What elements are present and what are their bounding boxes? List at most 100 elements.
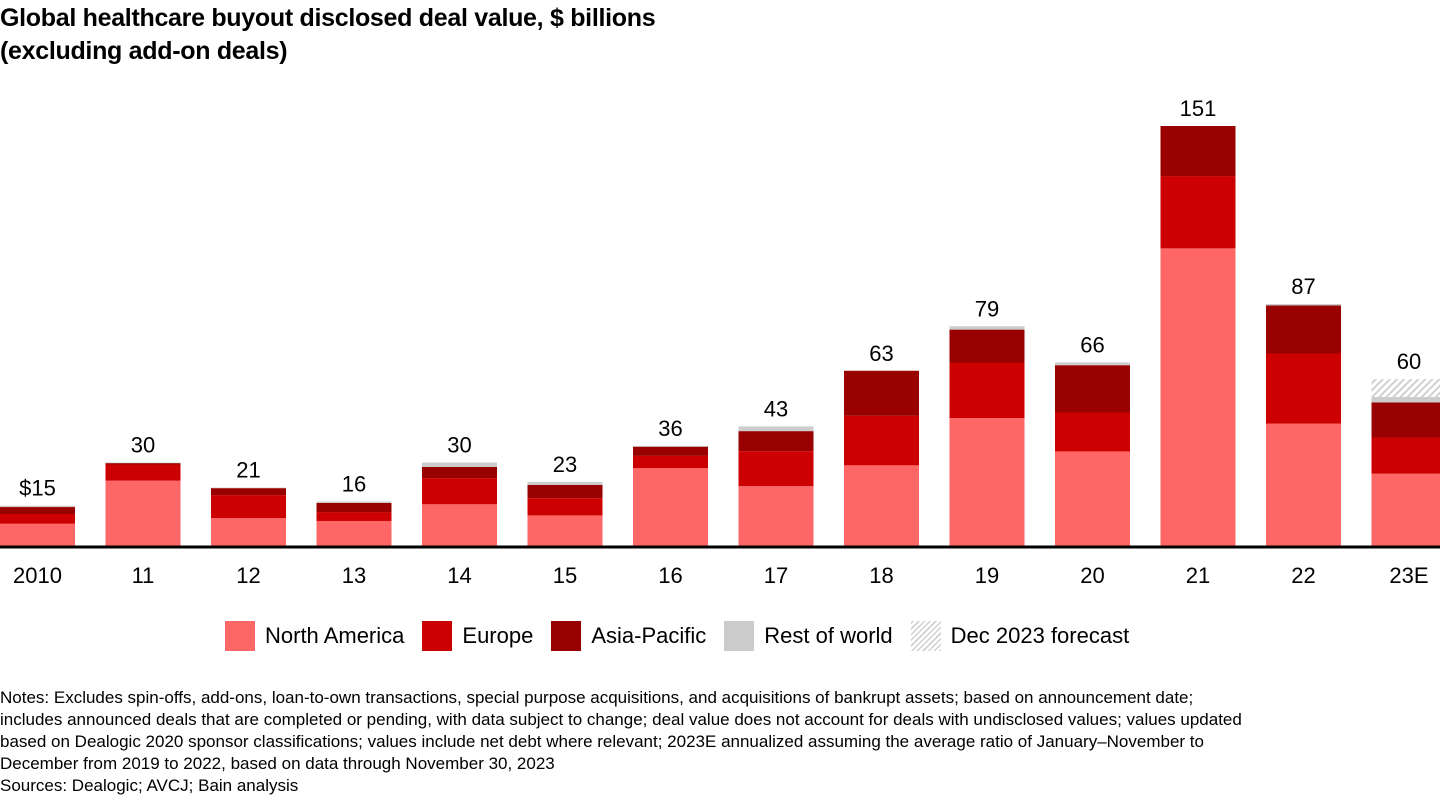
bar-segment-europe-11 — [105, 464, 181, 481]
x-tick-label-18: 18 — [869, 563, 893, 588]
bar-segment-europe-12 — [211, 495, 286, 519]
total-label-12: 21 — [236, 458, 260, 483]
total-label-15: 23 — [553, 452, 577, 477]
bar-segment-north-america-16 — [633, 468, 708, 546]
bar-segment-asia-pacific-2010 — [0, 507, 75, 515]
legend-label: Rest of world — [764, 623, 893, 648]
bar-segment-asia-pacific-18 — [844, 370, 919, 416]
bar-segment-asia-pacific-11 — [105, 463, 181, 465]
x-tick-label-12: 12 — [236, 563, 260, 588]
bar-segment-north-america-21 — [1160, 248, 1236, 547]
x-tick-labels-group: 2010 11 12 13 14 15 16 17 18 19 20 21 22 23E — [13, 563, 1429, 588]
x-tick-label-19: 19 — [975, 563, 999, 588]
bar-segment-north-america-20 — [1055, 451, 1130, 546]
total-label-14: 30 — [447, 433, 471, 458]
bar-segment-rest-of-world-12 — [211, 487, 286, 489]
notes-line: Notes: Excludes spin-offs, add-ons, loan… — [0, 688, 1194, 707]
bar-segment-north-america-17 — [738, 486, 814, 546]
legend-label: Asia-Pacific — [591, 623, 707, 648]
legend-swatch-asia-pacific — [551, 621, 582, 651]
bar-segment-europe-23e — [1371, 437, 1440, 474]
bar-segment-north-america-13 — [316, 520, 392, 546]
bar-segment-north-america-23e — [1371, 473, 1440, 546]
bar-segment-asia-pacific-14 — [422, 467, 497, 479]
legend-item-north-america: North America — [225, 621, 404, 651]
x-tick-label-2010: 2010 — [13, 563, 62, 588]
x-tick-label-16: 16 — [658, 563, 682, 588]
bar-segment-north-america-18 — [844, 465, 919, 546]
notes-line: based on Dealogic 2020 sponsor classific… — [0, 732, 1204, 751]
bar-segment-rest-of-world-19 — [949, 326, 1025, 330]
legend-swatch-north-america — [225, 621, 255, 651]
bar-segment-asia-pacific-19 — [949, 329, 1025, 363]
legend-label: Dec 2023 forecast — [950, 623, 1130, 648]
x-tick-label-17: 17 — [764, 563, 788, 588]
bar-segment-asia-pacific-21 — [1160, 126, 1236, 177]
x-tick-label-20: 20 — [1080, 563, 1104, 588]
bar-segment-europe-19 — [949, 362, 1025, 419]
bar-segment-europe-18 — [844, 415, 919, 466]
bar-segment-europe-17 — [738, 451, 814, 487]
bar-segment-europe-15 — [527, 498, 603, 516]
bar-segment-north-america-22 — [1266, 423, 1341, 546]
bar-segment-asia-pacific-20 — [1055, 365, 1130, 413]
sources-line: Sources: Dealogic; AVCJ; Bain analysis — [0, 776, 299, 795]
bar-segment-north-america-15 — [527, 515, 603, 546]
bar-segment-europe-20 — [1055, 412, 1130, 452]
legend: North America Europe Asia-Pacific Rest o… — [225, 620, 1147, 652]
legend-swatch-forecast — [910, 621, 941, 651]
total-label-13: 16 — [342, 471, 366, 496]
total-label-11: 30 — [131, 433, 155, 458]
notes-line: December from 2019 to 2022, based on dat… — [0, 754, 555, 773]
bar-segment-asia-pacific-13 — [316, 502, 392, 513]
bar-segment-asia-pacific-12 — [211, 488, 286, 496]
legend-item-europe: Europe — [422, 621, 533, 651]
stacked-bar-chart: $15 30 21 16 30 23 36 43 63 79 66 151 87 60 2010 11 12 1… — [0, 96, 1440, 588]
bar-segment-asia-pacific-16 — [633, 446, 708, 456]
bar-segment-rest-of-world-17 — [738, 426, 814, 432]
bar-segment-europe-21 — [1160, 176, 1236, 249]
x-tick-label-23e: 23E — [1389, 563, 1428, 588]
total-label-23e: 60 — [1397, 349, 1421, 374]
x-tick-label-21: 21 — [1186, 563, 1210, 588]
total-label-17: 43 — [764, 396, 788, 421]
total-labels-group: $15 30 21 16 30 23 36 43 63 79 66 151 87 60 — [19, 96, 1421, 501]
x-tick-label-22: 22 — [1291, 563, 1315, 588]
bars-group — [0, 126, 1440, 547]
bar-segment-rest-of-world-16 — [633, 445, 708, 447]
bar-segment-rest-of-world-14 — [422, 462, 497, 468]
legend-swatch-rest-of-world — [724, 621, 755, 651]
bar-segment-rest-of-world-2010 — [0, 505, 75, 508]
bar-segment-asia-pacific-22 — [1266, 305, 1341, 354]
legend-swatch-europe — [422, 621, 453, 651]
x-tick-label-14: 14 — [447, 563, 471, 588]
bar-segment-north-america-2010 — [0, 523, 75, 546]
bar-segment-europe-13 — [316, 512, 392, 521]
bar-segment-rest-of-world-11 — [105, 462, 181, 464]
bar-segment-north-america-14 — [422, 504, 497, 546]
total-label-16: 36 — [658, 416, 682, 441]
bar-segment-rest-of-world-13 — [316, 501, 392, 503]
bar-segment-north-america-12 — [211, 518, 286, 546]
x-tick-label-15: 15 — [553, 563, 577, 588]
total-label-22: 87 — [1291, 274, 1315, 299]
bar-segment-rest-of-world-23e — [1371, 396, 1440, 403]
legend-label: Europe — [462, 623, 534, 648]
bar-segment-dec-2023-forecast-23e — [1371, 379, 1440, 397]
bar-segment-north-america-11 — [105, 480, 181, 546]
x-tick-label-11: 11 — [132, 563, 155, 588]
bar-segment-north-america-19 — [949, 418, 1025, 546]
legend-item-rest-of-world: Rest of world — [724, 621, 893, 651]
bar-segment-europe-16 — [633, 455, 708, 469]
total-label-19: 79 — [975, 296, 999, 321]
bar-segment-europe-22 — [1266, 353, 1341, 424]
bar-segment-asia-pacific-17 — [738, 431, 814, 452]
notes-line: includes announced deals that are comple… — [0, 710, 1242, 729]
bar-segment-rest-of-world-15 — [527, 482, 603, 485]
legend-item-asia-pacific: Asia-Pacific — [551, 621, 706, 651]
chart-title: Global healthcare buyout disclosed deal … — [0, 2, 656, 68]
x-tick-label-13: 13 — [342, 563, 366, 588]
bar-segment-europe-14 — [422, 478, 497, 505]
bar-segment-rest-of-world-22 — [1266, 304, 1341, 306]
total-label-2010: $15 — [19, 476, 56, 501]
